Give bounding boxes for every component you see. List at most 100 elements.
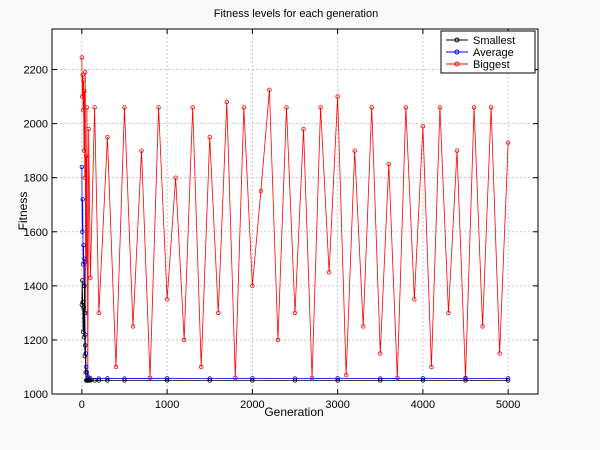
chart-title: Fitness levels for each generation bbox=[214, 8, 378, 20]
legend-item: Average bbox=[446, 47, 514, 59]
x-tick-label: 1000 bbox=[155, 399, 179, 411]
data-point bbox=[207, 378, 212, 383]
data-point bbox=[378, 378, 383, 383]
data-point bbox=[190, 105, 195, 110]
data-point bbox=[122, 105, 127, 110]
data-point bbox=[267, 87, 272, 93]
series-average bbox=[79, 164, 511, 381]
data-point bbox=[139, 148, 144, 153]
x-tick-label: 0 bbox=[79, 399, 85, 411]
legend-item: Smallest bbox=[446, 35, 515, 47]
data-point bbox=[335, 94, 340, 99]
data-point bbox=[420, 378, 426, 383]
data-point bbox=[79, 164, 85, 170]
data-point bbox=[505, 378, 511, 383]
data-point bbox=[88, 378, 93, 383]
data-point bbox=[83, 343, 88, 348]
data-point bbox=[292, 378, 298, 383]
x-axis-label: Generation bbox=[264, 405, 323, 419]
data-point bbox=[412, 297, 417, 302]
data-point bbox=[83, 364, 89, 370]
data-point bbox=[488, 105, 494, 110]
data-point bbox=[80, 107, 86, 113]
data-point bbox=[88, 275, 93, 280]
data-point bbox=[80, 94, 85, 99]
legend-item: Biggest bbox=[446, 59, 510, 71]
data-point bbox=[446, 310, 451, 316]
data-point bbox=[173, 175, 178, 180]
data-point bbox=[96, 310, 102, 316]
data-point bbox=[318, 105, 323, 110]
legend-label: Smallest bbox=[473, 35, 515, 47]
x-tick-label: 2000 bbox=[240, 399, 264, 411]
data-point bbox=[454, 148, 460, 153]
data-point bbox=[164, 378, 170, 383]
data-point bbox=[82, 256, 87, 262]
data-point bbox=[81, 243, 86, 248]
data-point bbox=[81, 78, 86, 83]
data-point bbox=[105, 134, 110, 140]
data-point bbox=[164, 297, 170, 302]
data-point bbox=[199, 364, 204, 370]
data-point bbox=[275, 337, 281, 343]
data-point bbox=[207, 134, 212, 140]
legend-label: Average bbox=[473, 47, 514, 59]
y-tick-label: 1600 bbox=[24, 227, 48, 239]
data-point bbox=[80, 72, 85, 78]
data-point bbox=[80, 329, 86, 335]
series-line bbox=[81, 57, 509, 378]
data-point bbox=[241, 105, 247, 110]
y-tick-label: 2200 bbox=[24, 65, 48, 77]
y-tick-label: 1400 bbox=[24, 281, 48, 293]
data-point bbox=[505, 140, 511, 145]
data-point bbox=[82, 175, 88, 180]
series-biggest bbox=[79, 55, 511, 380]
data-point bbox=[369, 105, 374, 110]
data-point bbox=[105, 378, 110, 383]
data-point bbox=[122, 378, 127, 383]
y-tick-label: 2000 bbox=[24, 119, 48, 131]
data-point bbox=[80, 197, 85, 202]
data-point bbox=[335, 378, 340, 383]
grid bbox=[52, 29, 538, 395]
data-point bbox=[258, 189, 264, 194]
y-tick-label: 1200 bbox=[24, 335, 48, 347]
data-point bbox=[79, 55, 85, 60]
data-point bbox=[292, 310, 298, 316]
data-point bbox=[83, 370, 88, 375]
data-point bbox=[361, 324, 366, 329]
data-point bbox=[301, 126, 306, 132]
data-point bbox=[83, 70, 88, 75]
axis-ticks: 0 1000 2000 3000 4000 5000 1000 1200 1400 1600 180… bbox=[24, 29, 538, 411]
data-point bbox=[81, 335, 87, 340]
data-point bbox=[96, 378, 102, 383]
data-point bbox=[224, 99, 229, 105]
series-smallest bbox=[79, 278, 511, 383]
data-point bbox=[420, 124, 426, 129]
legend-label: Biggest bbox=[473, 59, 510, 71]
data-point bbox=[147, 375, 153, 380]
data-point bbox=[81, 148, 87, 153]
data-point bbox=[83, 153, 89, 159]
data-point bbox=[82, 88, 87, 94]
data-point bbox=[92, 378, 97, 383]
data-point bbox=[181, 337, 187, 343]
data-point bbox=[437, 105, 443, 110]
data-point bbox=[250, 378, 255, 383]
data-point bbox=[80, 262, 86, 267]
data-point bbox=[113, 364, 119, 370]
y-axis-label: Fitness bbox=[16, 192, 30, 231]
data-point bbox=[156, 105, 161, 110]
x-tick-label: 3000 bbox=[325, 399, 349, 411]
plot-area bbox=[52, 29, 538, 394]
data-point bbox=[250, 283, 255, 289]
data-point bbox=[395, 375, 400, 380]
y-tick-label: 1000 bbox=[24, 389, 48, 401]
data-point bbox=[463, 378, 468, 383]
data-point bbox=[343, 372, 349, 378]
data-point bbox=[403, 105, 409, 110]
y-tick-label: 1800 bbox=[24, 173, 48, 185]
legend-marker bbox=[454, 61, 460, 67]
